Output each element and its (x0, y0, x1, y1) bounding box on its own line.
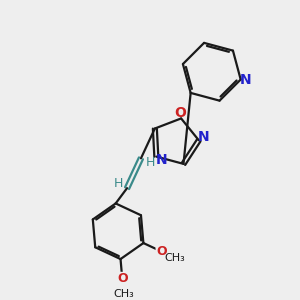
Text: N: N (198, 130, 210, 144)
Text: N: N (240, 73, 251, 86)
Text: O: O (117, 272, 128, 285)
Text: N: N (155, 153, 167, 166)
Text: H: H (113, 177, 123, 190)
Text: H: H (145, 156, 155, 169)
Text: O: O (174, 106, 186, 121)
Text: CH₃: CH₃ (113, 289, 134, 299)
Text: O: O (156, 245, 167, 258)
Text: CH₃: CH₃ (165, 253, 185, 263)
